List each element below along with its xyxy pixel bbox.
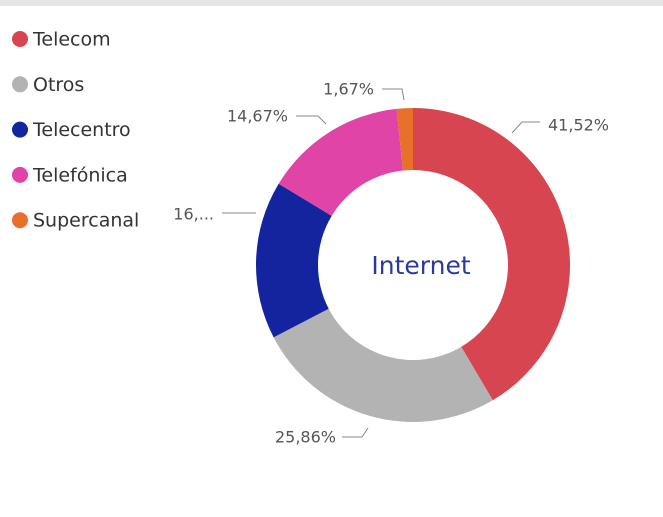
donut-slice (413, 108, 570, 401)
data-label: 14,67% (227, 107, 288, 126)
legend-swatch (12, 31, 28, 47)
legend-label: Otros (33, 74, 84, 96)
leader-line (296, 115, 327, 125)
legend-swatch (12, 212, 28, 229)
legend-label: Telefónica (32, 164, 128, 186)
legend-label: Supercanal (33, 210, 139, 232)
data-label: 1,67% (323, 80, 374, 99)
legend-swatch (12, 76, 28, 93)
leader-line (511, 121, 540, 134)
donut-slice (255, 183, 332, 338)
donut-slice (273, 308, 493, 422)
center-label: Internet (371, 251, 470, 280)
leader-line (342, 427, 369, 438)
top-shadow (0, 0, 663, 6)
legend-swatch (12, 166, 28, 183)
leader-line (382, 88, 405, 101)
data-label: 41,52% (548, 116, 609, 135)
legend-label: Telecentro (32, 119, 131, 141)
data-label: 16,... (173, 205, 214, 224)
data-label: 25,86% (275, 428, 336, 447)
donut-slice (278, 108, 404, 216)
donut-slice (396, 108, 413, 171)
legend-swatch (12, 121, 28, 138)
legend-label: Telecom (32, 29, 111, 51)
